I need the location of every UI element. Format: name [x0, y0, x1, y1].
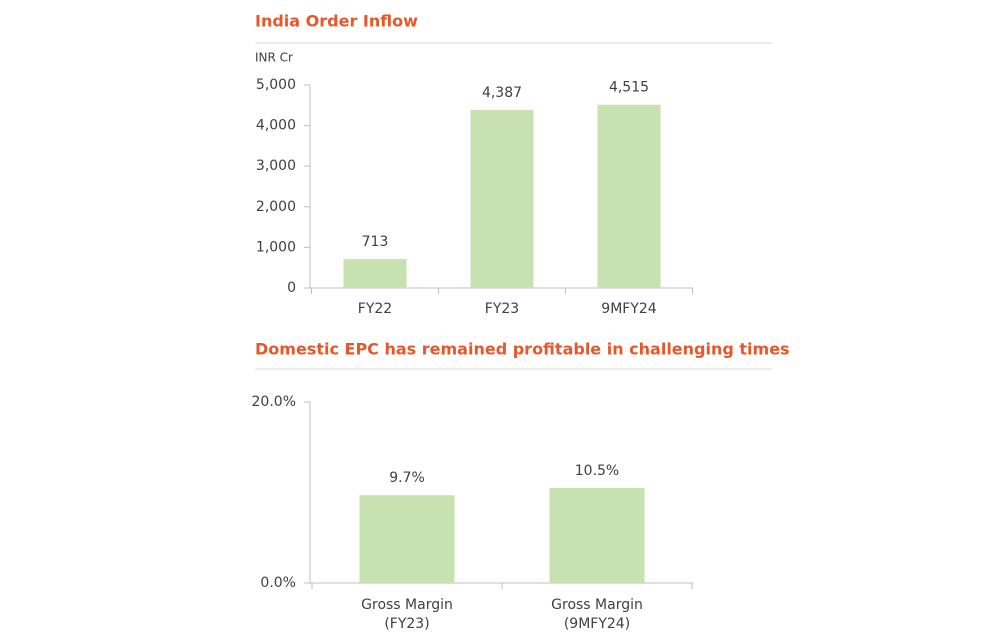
value-label: 4,387	[482, 85, 522, 101]
y-axis-label: INR Cr	[255, 51, 293, 65]
bar	[359, 495, 455, 583]
y-tick-label: 5,000	[256, 77, 296, 93]
x-tick-label: FY23	[484, 301, 520, 317]
x-tick-label: Gross Margin (FY23)	[361, 597, 453, 632]
x-tick-label: FY22	[357, 301, 393, 317]
y-tick-label: 1,000	[256, 239, 296, 255]
x-tick-label: Gross Margin (9MFY24)	[551, 597, 643, 632]
y-tick-label: 3,000	[256, 158, 296, 174]
x-tick-label: 9MFY24	[601, 301, 657, 317]
bar	[470, 109, 534, 288]
value-label: 10.5%	[575, 463, 619, 479]
value-label: 713	[362, 234, 389, 250]
bar	[597, 104, 661, 288]
y-tick-label: 20.0%	[252, 394, 296, 410]
chart-title: Domestic EPC has remained profitable in …	[255, 340, 790, 359]
value-label: 4,515	[609, 80, 649, 96]
chart-title: India Order Inflow	[255, 12, 418, 31]
bar	[343, 259, 407, 288]
y-tick-label: 0.0%	[260, 575, 296, 591]
bar	[549, 487, 645, 583]
y-tick-label: 2,000	[256, 199, 296, 215]
value-label: 9.7%	[389, 470, 425, 486]
y-tick-label: 0	[287, 280, 296, 296]
y-tick-label: 4,000	[256, 118, 296, 134]
